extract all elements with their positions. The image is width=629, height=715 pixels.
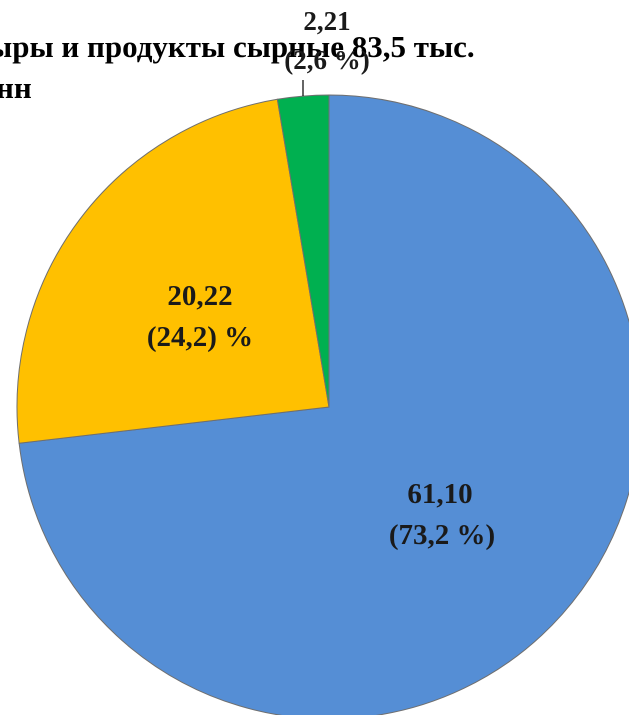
data-label-green: 2,21 (2,6 %) [284, 6, 369, 75]
pie-slice-orange [16, 98, 330, 444]
data-label-value-green: 2,21 [303, 6, 350, 36]
chart-title-line-1: ыры и продукты сырные 83,5 тыс. [0, 29, 475, 64]
pie-slice-green [276, 94, 330, 408]
pie-slices [16, 94, 629, 715]
chart-title: ыры и продукты сырные 83,5 тыс. нн [0, 29, 475, 105]
data-label-percent-orange: (24,2) % [147, 321, 253, 353]
chart-title-line-2: нн [0, 70, 32, 105]
data-label-blue: 61,10 (73,2 %) [389, 478, 495, 551]
data-label-value-blue: 61,10 [407, 478, 472, 510]
data-label-percent-green: (2,6 %) [284, 45, 369, 75]
data-label-value-orange: 20,22 [167, 280, 232, 312]
pie-slice-blue [18, 94, 629, 715]
data-label-percent-blue: (73,2 %) [389, 519, 495, 551]
data-label-orange: 20,22 (24,2) % [147, 280, 253, 353]
